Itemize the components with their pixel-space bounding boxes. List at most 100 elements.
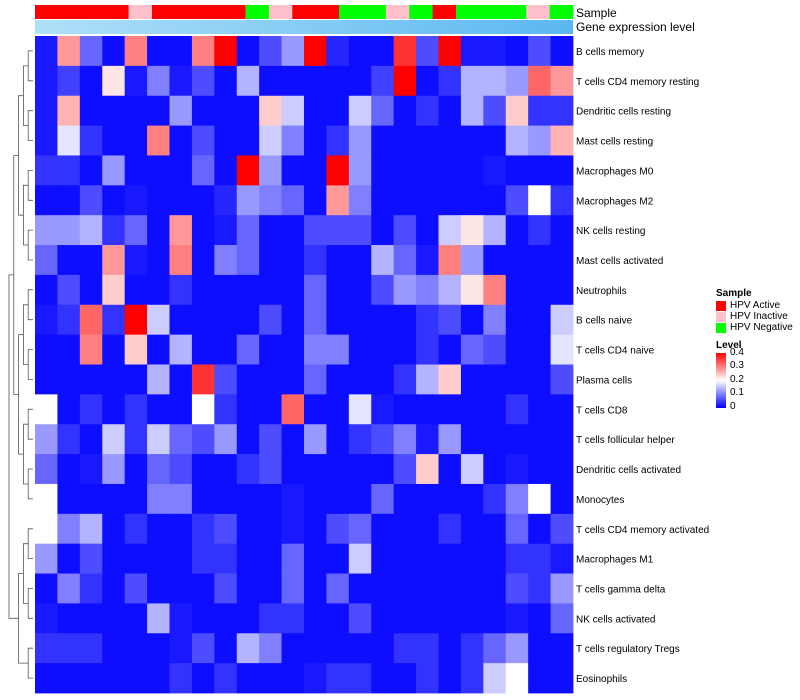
heatmap-cell (326, 394, 350, 425)
heatmap-cell (79, 364, 103, 395)
heatmap-cell (460, 603, 484, 634)
heatmap-cell (236, 36, 260, 67)
heatmap-cell (102, 65, 126, 97)
heatmap-cell (460, 65, 484, 97)
heatmap-cell (416, 334, 439, 365)
heatmap-cell (393, 573, 417, 604)
heatmap-cell (550, 633, 574, 664)
row-label: NK cells resting (576, 226, 645, 237)
heatmap-cell (191, 663, 215, 694)
heatmap-cell (147, 663, 170, 694)
heatmap-cell (214, 155, 238, 186)
heatmap-cell (393, 274, 417, 306)
heatmap-cell (214, 483, 238, 515)
heatmap-cell (528, 185, 551, 216)
heatmap-cell (214, 573, 238, 604)
heatmap-cell (550, 155, 574, 186)
heatmap-cell (505, 155, 529, 186)
heatmap-cell (416, 424, 439, 455)
heatmap-cell (35, 304, 58, 336)
heatmap-cell (147, 394, 170, 425)
heatmap-cell (191, 304, 215, 336)
heatmap-cell (259, 304, 282, 336)
heatmap-cell (236, 155, 260, 186)
heatmap-cell (191, 65, 215, 97)
row-label: Dendritic cells resting (576, 107, 671, 118)
legend-label: HPV Active (730, 300, 781, 311)
row-label: Eosinophils (576, 674, 627, 685)
heatmap-cell (393, 424, 417, 455)
heatmap-cell (326, 424, 350, 455)
heatmap-cell (191, 364, 215, 395)
heatmap-cell (348, 125, 372, 156)
heatmap-cell (483, 304, 507, 336)
heatmap-cell (438, 394, 462, 425)
heatmap-cell (124, 424, 148, 455)
heatmap-cell (79, 215, 103, 246)
sample-legend-items: HPV Active HPV Inactive HPV Negative (716, 300, 793, 333)
heatmap-cell (191, 334, 215, 365)
heatmap-cell (348, 245, 372, 276)
heatmap-cell (505, 424, 529, 455)
heatmap-cell (348, 95, 372, 126)
heatmap-cell (438, 36, 462, 67)
row-label: T cells follicular helper (576, 435, 675, 446)
heatmap-cell (505, 304, 529, 336)
row-label: T cells CD8 (576, 405, 628, 416)
heatmap-cell (528, 663, 551, 694)
heatmap-cell (191, 543, 215, 574)
heatmap-cell (483, 334, 507, 365)
heatmap-cell (236, 603, 260, 634)
heatmap-cell (371, 633, 395, 664)
heatmap-cell (191, 454, 215, 485)
heatmap-cell (528, 95, 551, 126)
heatmap-cell (460, 483, 484, 515)
dendrogram-branch (27, 588, 33, 619)
heatmap-cell (169, 603, 193, 634)
row-label: T cells gamma delta (576, 585, 666, 596)
heatmap-cell (550, 394, 574, 425)
heatmap-cell (214, 36, 238, 67)
heatmap-cell (371, 155, 395, 186)
heatmap-cell (483, 274, 507, 306)
heatmap-cell (550, 185, 574, 216)
heatmap-cell (393, 125, 417, 156)
row-label: Macrophages M2 (576, 196, 654, 207)
heatmap-cell (348, 274, 372, 306)
row-label: T cells CD4 naive (576, 346, 655, 357)
heatmap-cell (236, 424, 260, 455)
heatmap-cell (438, 573, 462, 604)
heatmap-cell (460, 155, 484, 186)
heatmap-cell (483, 155, 507, 186)
heatmap-cell (147, 245, 170, 276)
heatmap-cell (236, 95, 260, 126)
sample-legend-item: HPV Negative (716, 322, 793, 333)
heatmap-cell (57, 215, 81, 246)
heatmap-cell (348, 155, 372, 186)
heatmap-cell (169, 543, 193, 574)
level-tick-label: 0.3 (730, 360, 744, 372)
heatmap-cell (147, 185, 170, 216)
heatmap-cell (35, 543, 58, 574)
heatmap-cell (169, 245, 193, 276)
heatmap-cell (169, 424, 193, 455)
heatmap-cell (528, 304, 551, 336)
heatmap-cell (438, 304, 462, 336)
heatmap-cell (528, 215, 551, 246)
heatmap-cell (438, 513, 462, 545)
sample-annotation-cell (175, 5, 200, 19)
heatmap-cell (483, 513, 507, 545)
sample-legend-item: HPV Active (716, 300, 793, 311)
heatmap-cell (57, 36, 81, 67)
sample-annotation-cell (549, 5, 574, 19)
heatmap-cell (460, 245, 484, 276)
heatmap-cell (550, 125, 574, 156)
heatmap-cell (416, 663, 439, 694)
heatmap-cell (259, 274, 282, 306)
heatmap-cell (102, 483, 126, 515)
heatmap-cell (35, 334, 58, 365)
heatmap-cell (460, 513, 484, 545)
heatmap-cell (191, 394, 215, 425)
heatmap-cell (124, 36, 148, 67)
heatmap-cell (528, 125, 551, 156)
